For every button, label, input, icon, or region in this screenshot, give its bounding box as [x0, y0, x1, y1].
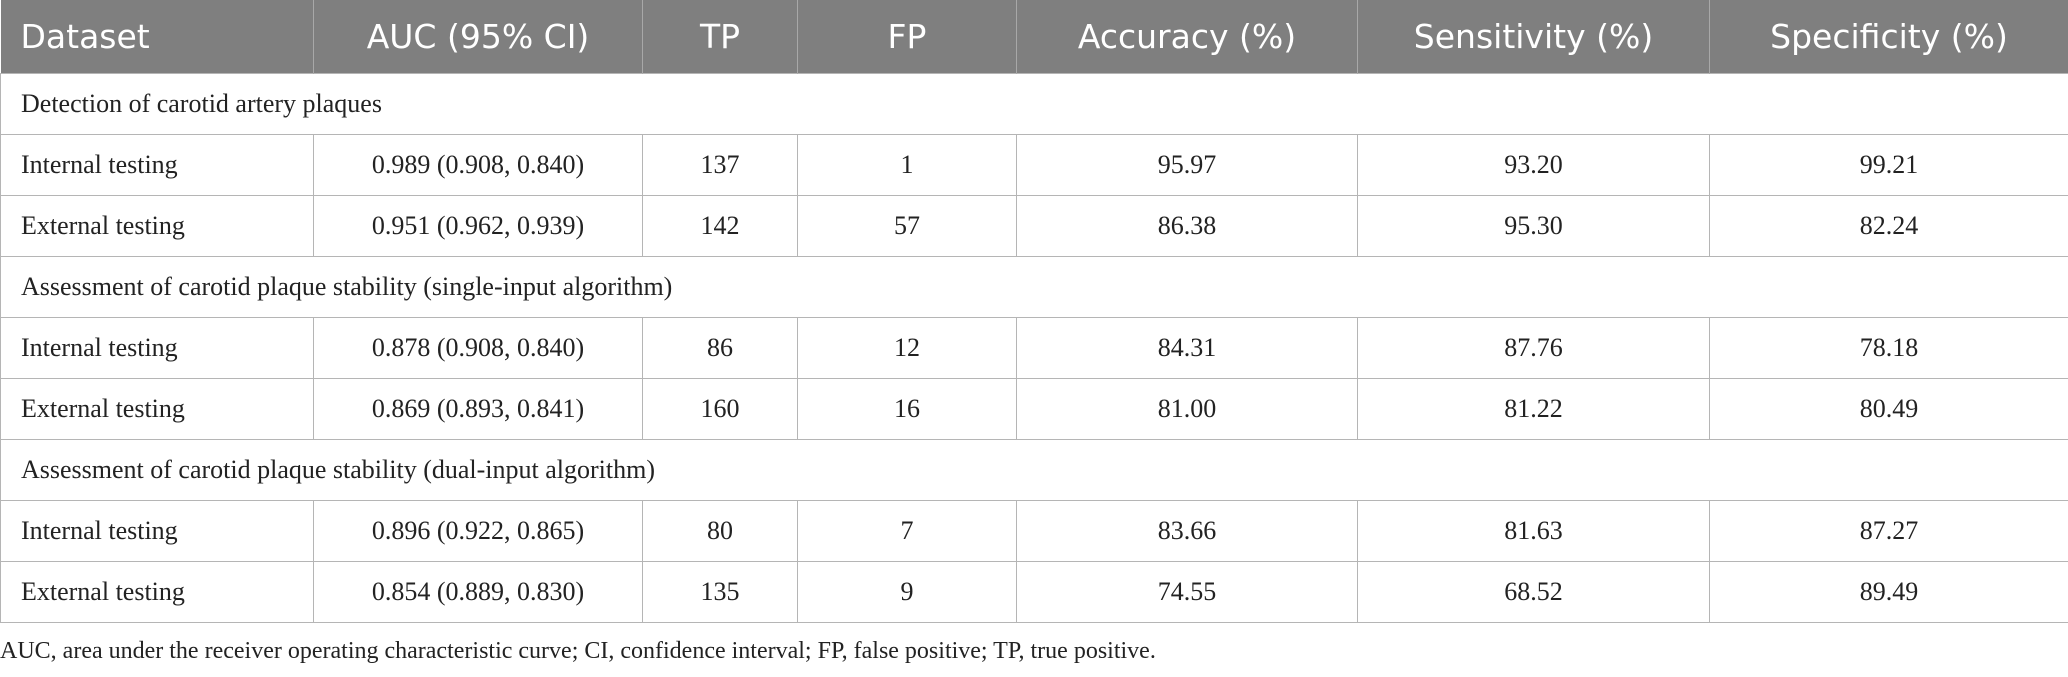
- data-row: Internal testing 0.878 (0.908, 0.840) 86 12…: [0, 317, 2068, 379]
- cell: 160: [642, 378, 798, 440]
- cell: 87.76: [1357, 317, 1710, 379]
- header-row: Dataset AUC (95% CI) TP FP Accuracy (%) Sensi…: [0, 0, 2068, 74]
- cell: 81.63: [1357, 500, 1710, 562]
- cell: 0.951 (0.962, 0.939): [313, 195, 643, 257]
- footnote: AUC, area under the receiver operating c…: [0, 638, 1156, 664]
- cell: 95.30: [1357, 195, 1710, 257]
- cell: 74.55: [1016, 561, 1358, 623]
- section-row: Assessment of carotid plaque stability (…: [0, 439, 2068, 501]
- section-row: Assessment of carotid plaque stability (…: [0, 256, 2068, 318]
- cell: 84.31: [1016, 317, 1358, 379]
- cell: 89.49: [1709, 561, 2068, 623]
- cell: 78.18: [1709, 317, 2068, 379]
- cell: 7: [797, 500, 1017, 562]
- cell: 57: [797, 195, 1017, 257]
- cell: 86: [642, 317, 798, 379]
- header-cell: Specificity (%): [1709, 0, 2068, 74]
- cell: External testing: [0, 195, 314, 257]
- header-cell: Sensitivity (%): [1357, 0, 1710, 74]
- table-body: Detection of carotid artery plaques Inter…: [0, 73, 2068, 623]
- data-row: External testing 0.951 (0.962, 0.939) 142 5…: [0, 195, 2068, 257]
- results-table: Dataset AUC (95% CI) TP FP Accuracy (%) Sensi…: [0, 0, 2068, 623]
- cell: 16: [797, 378, 1017, 440]
- cell: 82.24: [1709, 195, 2068, 257]
- cell: 0.989 (0.908, 0.840): [313, 134, 643, 196]
- cell: 95.97: [1016, 134, 1358, 196]
- header-cell: FP: [797, 0, 1017, 74]
- data-row: External testing 0.869 (0.893, 0.841) 160 1…: [0, 378, 2068, 440]
- cell: 137: [642, 134, 798, 196]
- cell: 135: [642, 561, 798, 623]
- cell: 0.896 (0.922, 0.865): [313, 500, 643, 562]
- cell: 81.00: [1016, 378, 1358, 440]
- data-row: External testing 0.854 (0.889, 0.830) 135 9…: [0, 561, 2068, 623]
- cell: Internal testing: [0, 500, 314, 562]
- cell: 142: [642, 195, 798, 257]
- cell: External testing: [0, 378, 314, 440]
- header-cell: Dataset: [0, 0, 314, 74]
- section-title: Assessment of carotid plaque stability (…: [0, 439, 2068, 501]
- header-cell: Accuracy (%): [1016, 0, 1358, 74]
- cell: 12: [797, 317, 1017, 379]
- section-row: Detection of carotid artery plaques: [0, 73, 2068, 135]
- cell: 0.869 (0.893, 0.841): [313, 378, 643, 440]
- cell: 0.854 (0.889, 0.830): [313, 561, 643, 623]
- cell: 9: [797, 561, 1017, 623]
- cell: Internal testing: [0, 317, 314, 379]
- cell: 81.22: [1357, 378, 1710, 440]
- cell: 93.20: [1357, 134, 1710, 196]
- header-cell: AUC (95% CI): [313, 0, 643, 74]
- cell: 80: [642, 500, 798, 562]
- cell: 80.49: [1709, 378, 2068, 440]
- cell: External testing: [0, 561, 314, 623]
- data-row: Internal testing 0.989 (0.908, 0.840) 137 1…: [0, 134, 2068, 196]
- data-row: Internal testing 0.896 (0.922, 0.865) 80 7 8…: [0, 500, 2068, 562]
- cell: 87.27: [1709, 500, 2068, 562]
- section-title: Detection of carotid artery plaques: [0, 73, 2068, 135]
- cell: 1: [797, 134, 1017, 196]
- cell: 99.21: [1709, 134, 2068, 196]
- cell: 0.878 (0.908, 0.840): [313, 317, 643, 379]
- cell: 83.66: [1016, 500, 1358, 562]
- cell: 86.38: [1016, 195, 1358, 257]
- header-cell: TP: [642, 0, 798, 74]
- cell: Internal testing: [0, 134, 314, 196]
- section-title: Assessment of carotid plaque stability (…: [0, 256, 2068, 318]
- cell: 68.52: [1357, 561, 1710, 623]
